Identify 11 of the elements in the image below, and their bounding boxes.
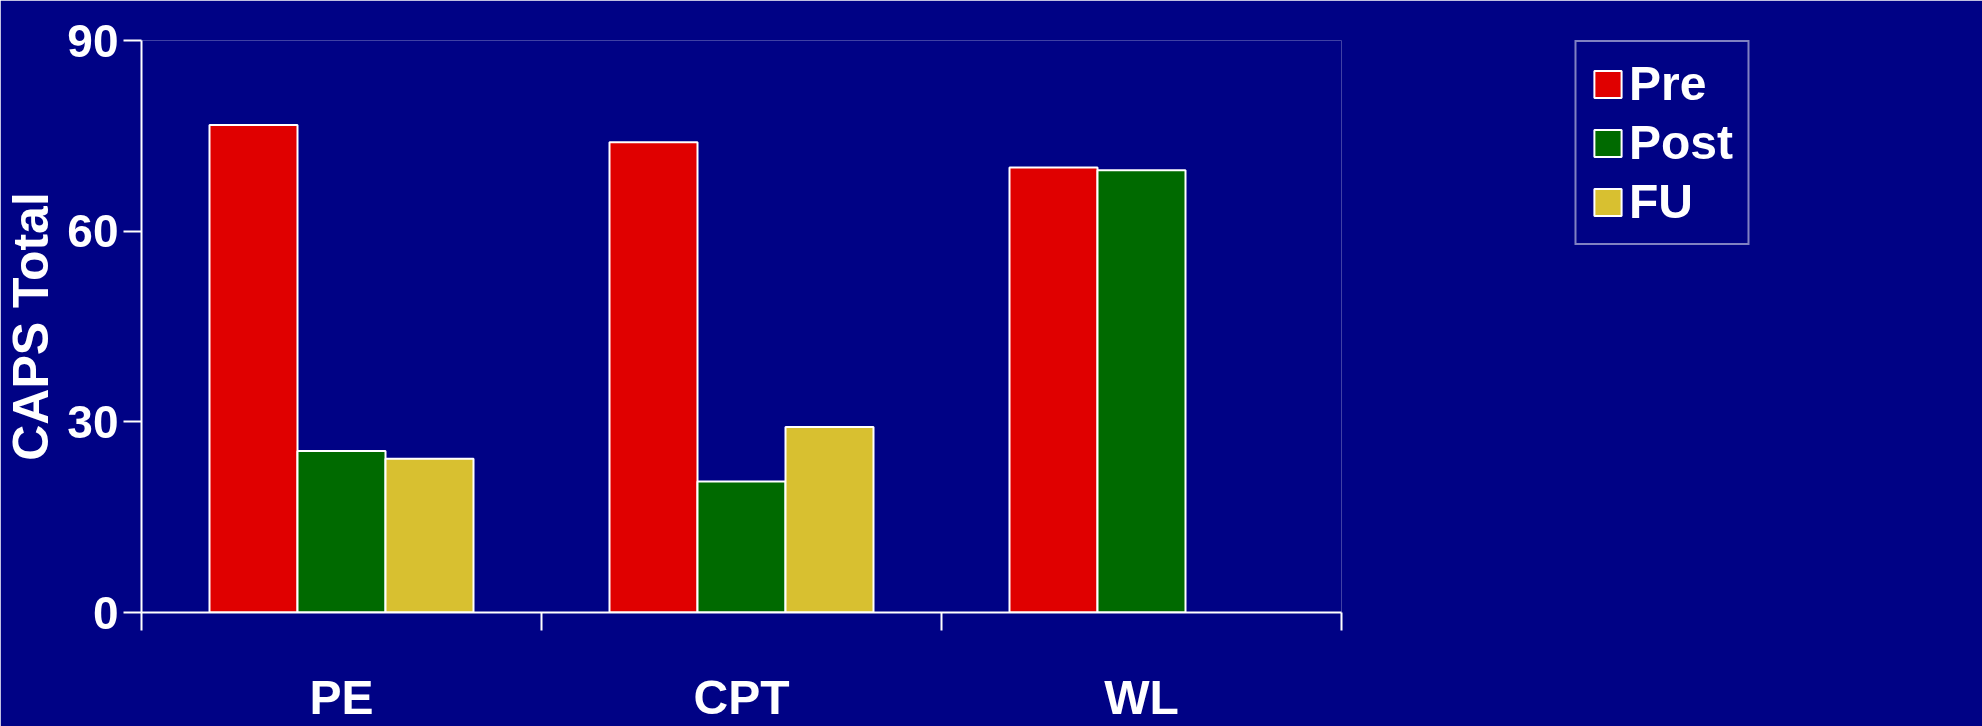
y-tick-label: 30 <box>67 395 119 448</box>
x-tick-label: CPT <box>693 670 790 724</box>
legend-label: Post <box>1628 115 1734 170</box>
legend-label: Pre <box>1628 56 1707 111</box>
y-tick-label: 60 <box>67 205 119 258</box>
y-tick-label: 0 <box>92 586 119 639</box>
y-tick-label: 90 <box>67 14 119 67</box>
x-tick-label: WL <box>1104 670 1179 724</box>
y-axis-title: CAPS Total <box>3 192 60 461</box>
legend-label: FU <box>1628 174 1693 229</box>
x-tick-label: PE <box>309 670 374 724</box>
